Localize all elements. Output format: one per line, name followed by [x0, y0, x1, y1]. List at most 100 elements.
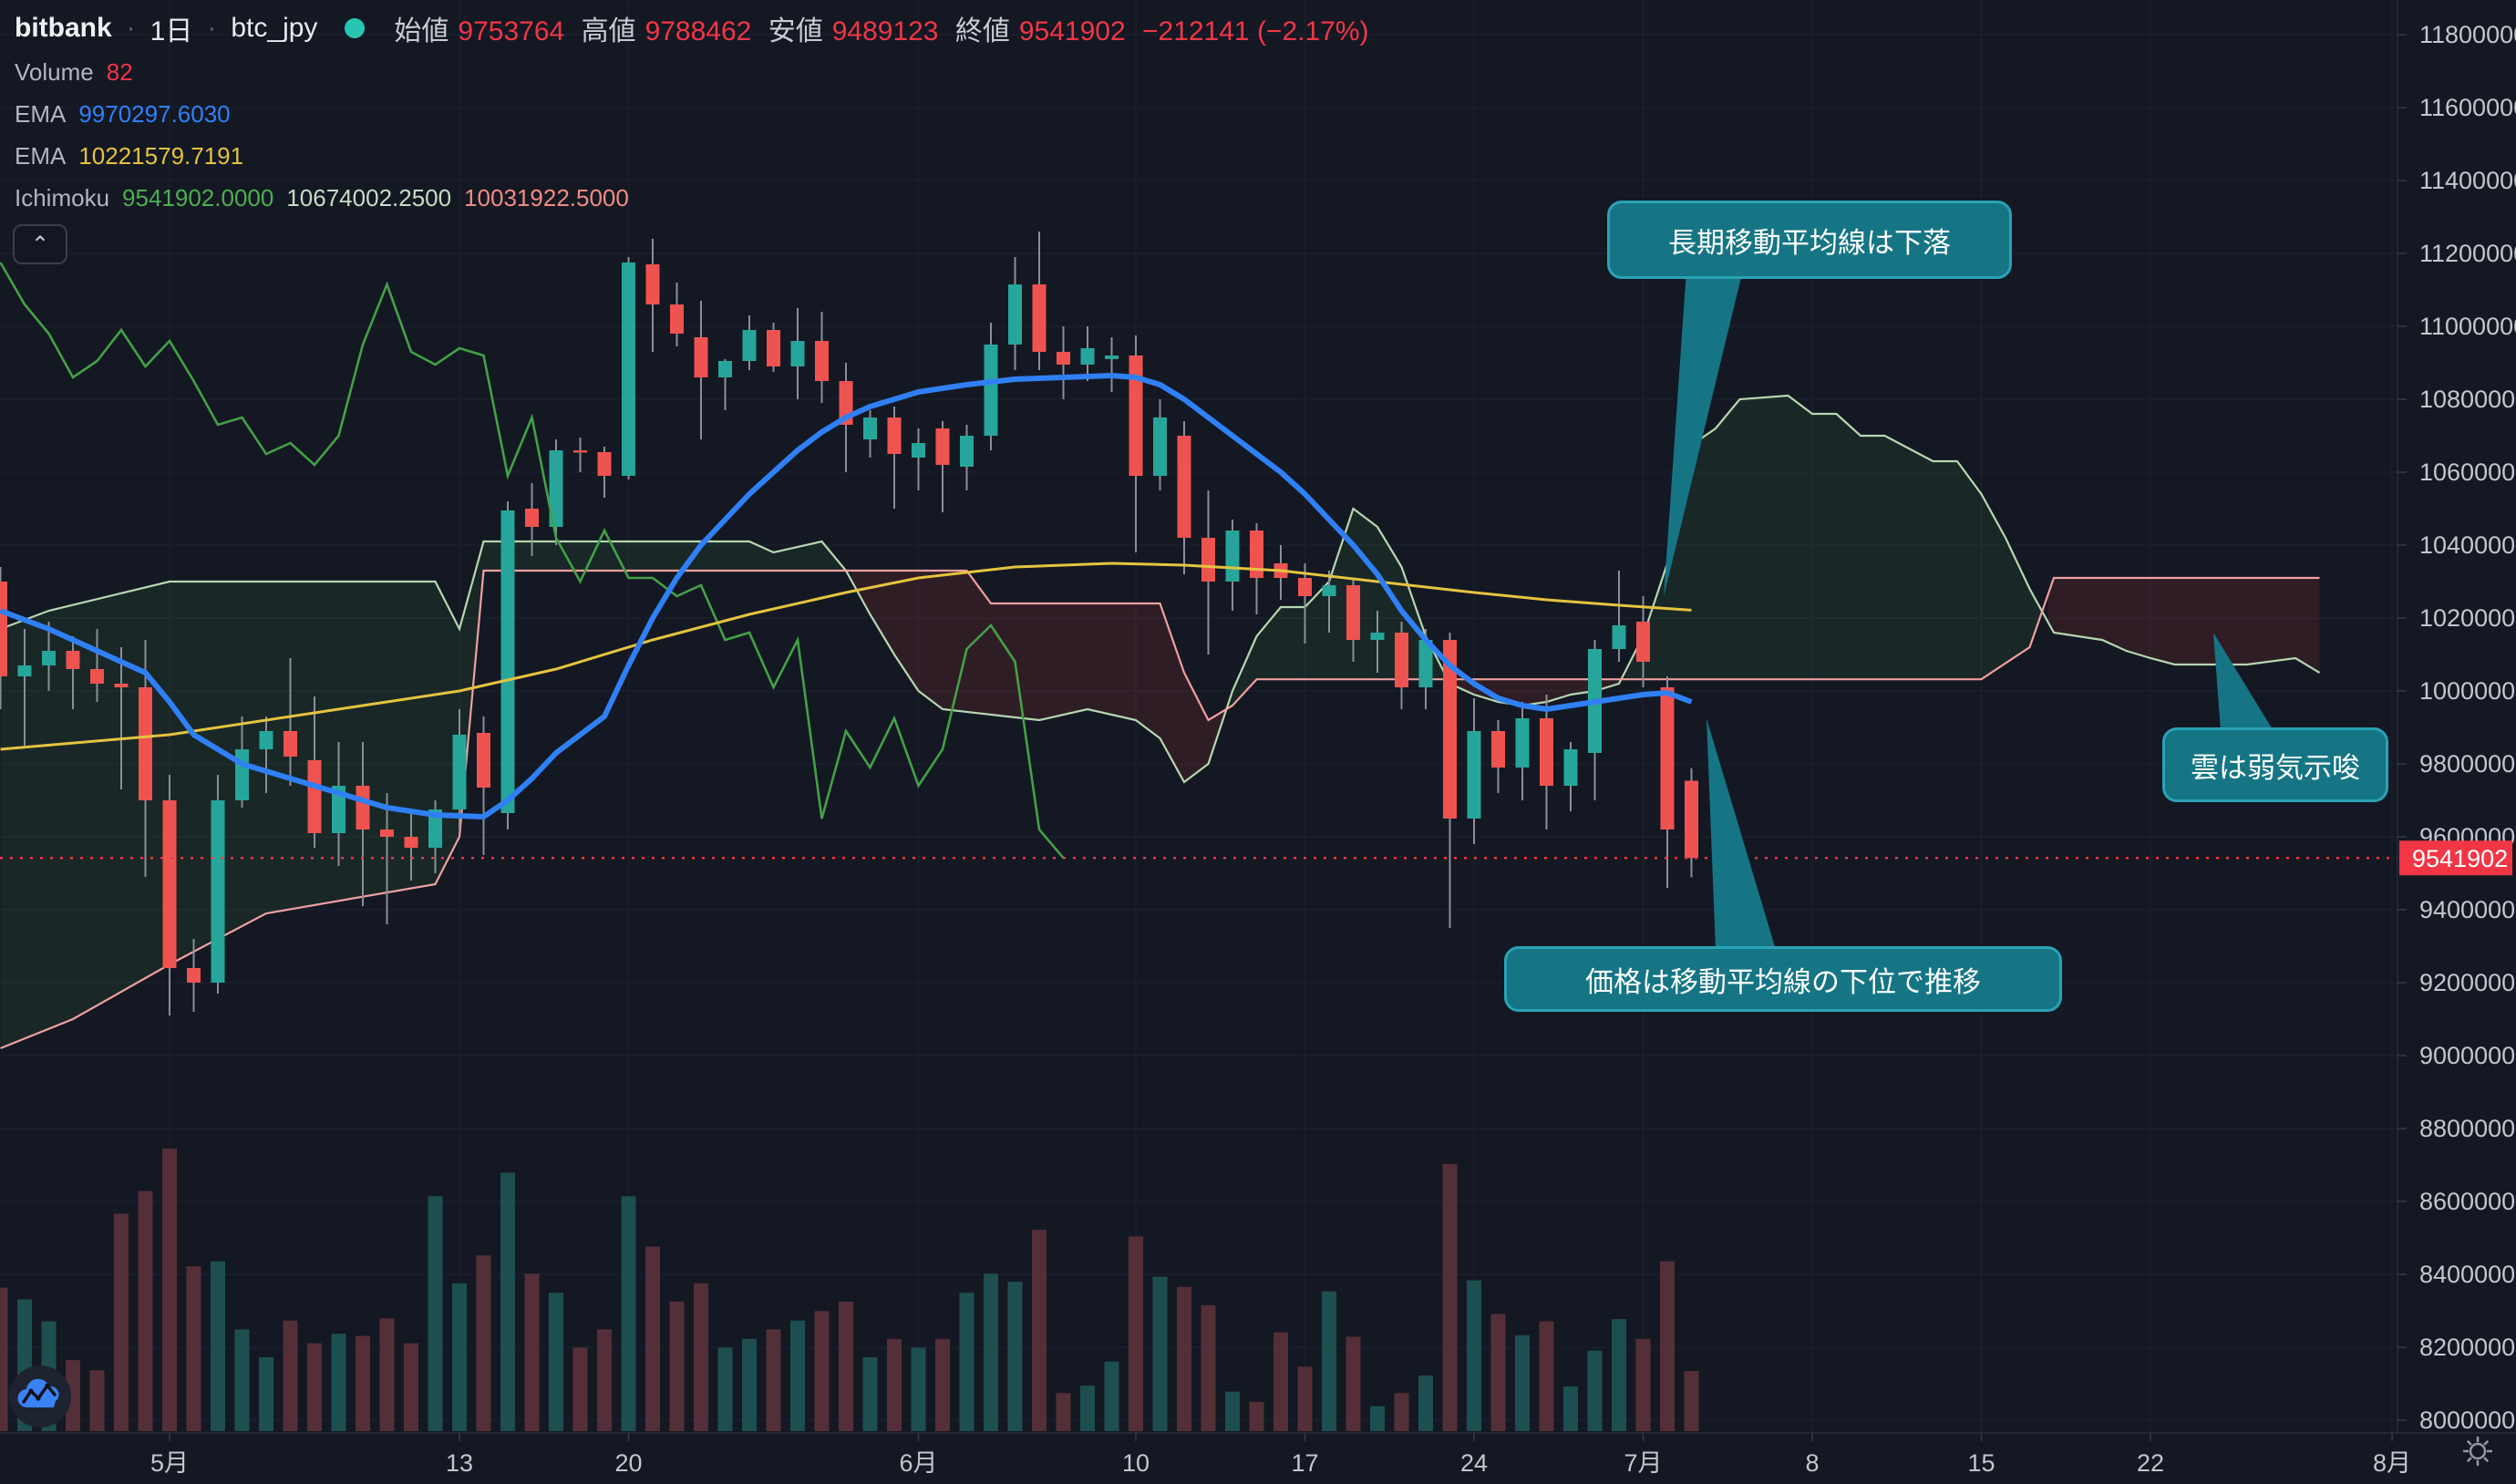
volume-bar[interactable] — [1056, 1393, 1071, 1431]
candle[interactable] — [1370, 633, 1385, 640]
volume-bar[interactable] — [935, 1338, 950, 1431]
candle[interactable] — [235, 749, 249, 800]
volume-bar[interactable] — [597, 1329, 612, 1431]
candle[interactable] — [1467, 731, 1481, 819]
candle[interactable] — [622, 263, 635, 476]
candle[interactable] — [887, 417, 902, 454]
volume-bar[interactable] — [428, 1196, 443, 1431]
volume-bar[interactable] — [1152, 1276, 1168, 1431]
volume-bar[interactable] — [66, 1360, 80, 1431]
candle[interactable] — [1636, 622, 1650, 662]
legend-ema-slow-row[interactable]: EMA 10221579.7191 — [15, 135, 1378, 177]
volume-bar[interactable] — [114, 1213, 129, 1431]
volume-bar[interactable] — [984, 1273, 998, 1431]
volume-bar[interactable] — [356, 1335, 370, 1431]
volume-bar[interactable] — [1297, 1366, 1313, 1431]
volume-bar[interactable] — [887, 1338, 902, 1431]
volume-bar[interactable] — [742, 1338, 757, 1431]
legend-ema-fast-row[interactable]: EMA 9970297.6030 — [15, 93, 1378, 135]
candle[interactable] — [187, 968, 201, 983]
candle[interactable] — [645, 264, 660, 304]
volume-bar[interactable] — [211, 1261, 225, 1431]
volume-bar[interactable] — [162, 1149, 177, 1431]
candle[interactable] — [1032, 284, 1047, 352]
senkou-b-line[interactable] — [0, 569, 2320, 1050]
candle[interactable] — [477, 733, 490, 788]
legend-volume-row[interactable]: Volume 82 — [15, 51, 1378, 93]
volume-bar[interactable] — [1032, 1230, 1047, 1431]
volume-bar[interactable] — [1660, 1261, 1675, 1431]
ema-slow-line[interactable] — [0, 562, 1692, 751]
volume-bar[interactable] — [1129, 1236, 1143, 1431]
candle[interactable] — [1443, 640, 1457, 819]
candle[interactable] — [597, 452, 612, 476]
candle[interactable] — [549, 450, 563, 527]
candle[interactable] — [1515, 718, 1530, 768]
candle[interactable] — [162, 800, 177, 968]
volume-bar[interactable] — [717, 1347, 733, 1431]
candle[interactable] — [767, 330, 780, 366]
candle[interactable] — [139, 687, 152, 800]
candle[interactable] — [1105, 356, 1119, 359]
candle[interactable] — [284, 731, 297, 757]
volume-bar[interactable] — [138, 1190, 153, 1431]
volume-bar[interactable] — [839, 1301, 853, 1431]
volume-bar[interactable] — [549, 1293, 563, 1431]
volume-bar[interactable] — [1346, 1336, 1361, 1431]
volume-bar[interactable] — [1587, 1350, 1603, 1431]
senkou-a-line[interactable] — [0, 394, 2321, 784]
volume-bar[interactable] — [259, 1356, 273, 1431]
candle[interactable] — [332, 786, 345, 833]
candle[interactable] — [428, 809, 442, 848]
volume-bar[interactable] — [524, 1273, 540, 1431]
candle[interactable] — [935, 428, 950, 465]
volume-bar[interactable] — [1418, 1375, 1433, 1431]
candle[interactable] — [1177, 436, 1191, 538]
annotation-callout-bearish-cloud[interactable]: 雲は弱気示唆 — [2162, 727, 2388, 802]
candle[interactable] — [1322, 585, 1336, 596]
volume-bar[interactable] — [452, 1283, 467, 1431]
volume-bar[interactable] — [1490, 1314, 1506, 1431]
volume-bar[interactable] — [1442, 1163, 1458, 1431]
annotation-callout-ma-declining[interactable]: 長期移動平均線は下落 — [1607, 201, 2012, 279]
candle[interactable] — [17, 665, 32, 676]
price-axis[interactable]: 11800000 11600000 11400000 11200000 11000000… — [2397, 21, 2516, 1434]
candle[interactable] — [815, 341, 829, 381]
volume-bar[interactable] — [1635, 1338, 1651, 1431]
volume-bar[interactable] — [1104, 1361, 1119, 1431]
time-axis[interactable]: 5月 13 20 6月 10 17 24 7月 8 15 22 8月 — [150, 1433, 2411, 1477]
candle[interactable] — [1563, 749, 1578, 786]
volume-bar[interactable] — [379, 1318, 395, 1431]
candle[interactable] — [863, 417, 877, 439]
volume-bar[interactable] — [0, 1287, 8, 1431]
candle[interactable] — [1225, 531, 1240, 582]
volume-bar[interactable] — [1201, 1304, 1216, 1431]
candle[interactable] — [718, 361, 732, 377]
volume-bar[interactable] — [1539, 1321, 1554, 1431]
candle[interactable] — [525, 509, 539, 527]
candle[interactable] — [90, 669, 104, 684]
volume-bar[interactable] — [1394, 1393, 1409, 1431]
chikou-line[interactable] — [0, 262, 1065, 860]
volume-bar[interactable] — [669, 1301, 685, 1431]
candle[interactable] — [1540, 718, 1553, 786]
candle[interactable] — [114, 684, 129, 687]
candle[interactable] — [1129, 356, 1143, 476]
candle[interactable] — [1685, 780, 1698, 859]
candle[interactable] — [912, 443, 925, 458]
candle[interactable] — [1418, 640, 1433, 687]
volume-bar[interactable] — [1273, 1332, 1288, 1431]
candle[interactable] — [573, 450, 587, 453]
candle[interactable] — [1612, 625, 1626, 649]
volume-bar[interactable] — [621, 1196, 636, 1431]
candle[interactable] — [1346, 585, 1360, 640]
candle[interactable] — [0, 582, 7, 676]
volume-bar[interactable] — [1177, 1286, 1191, 1431]
volume-bar[interactable] — [1467, 1280, 1481, 1431]
volume-bar[interactable] — [89, 1370, 105, 1431]
candle[interactable] — [670, 304, 684, 334]
candle[interactable] — [790, 341, 805, 366]
annotation-callout-price-below-ma[interactable]: 価格は移動平均線の下位で推移 — [1504, 946, 2062, 1012]
volume-bar[interactable] — [814, 1311, 830, 1431]
